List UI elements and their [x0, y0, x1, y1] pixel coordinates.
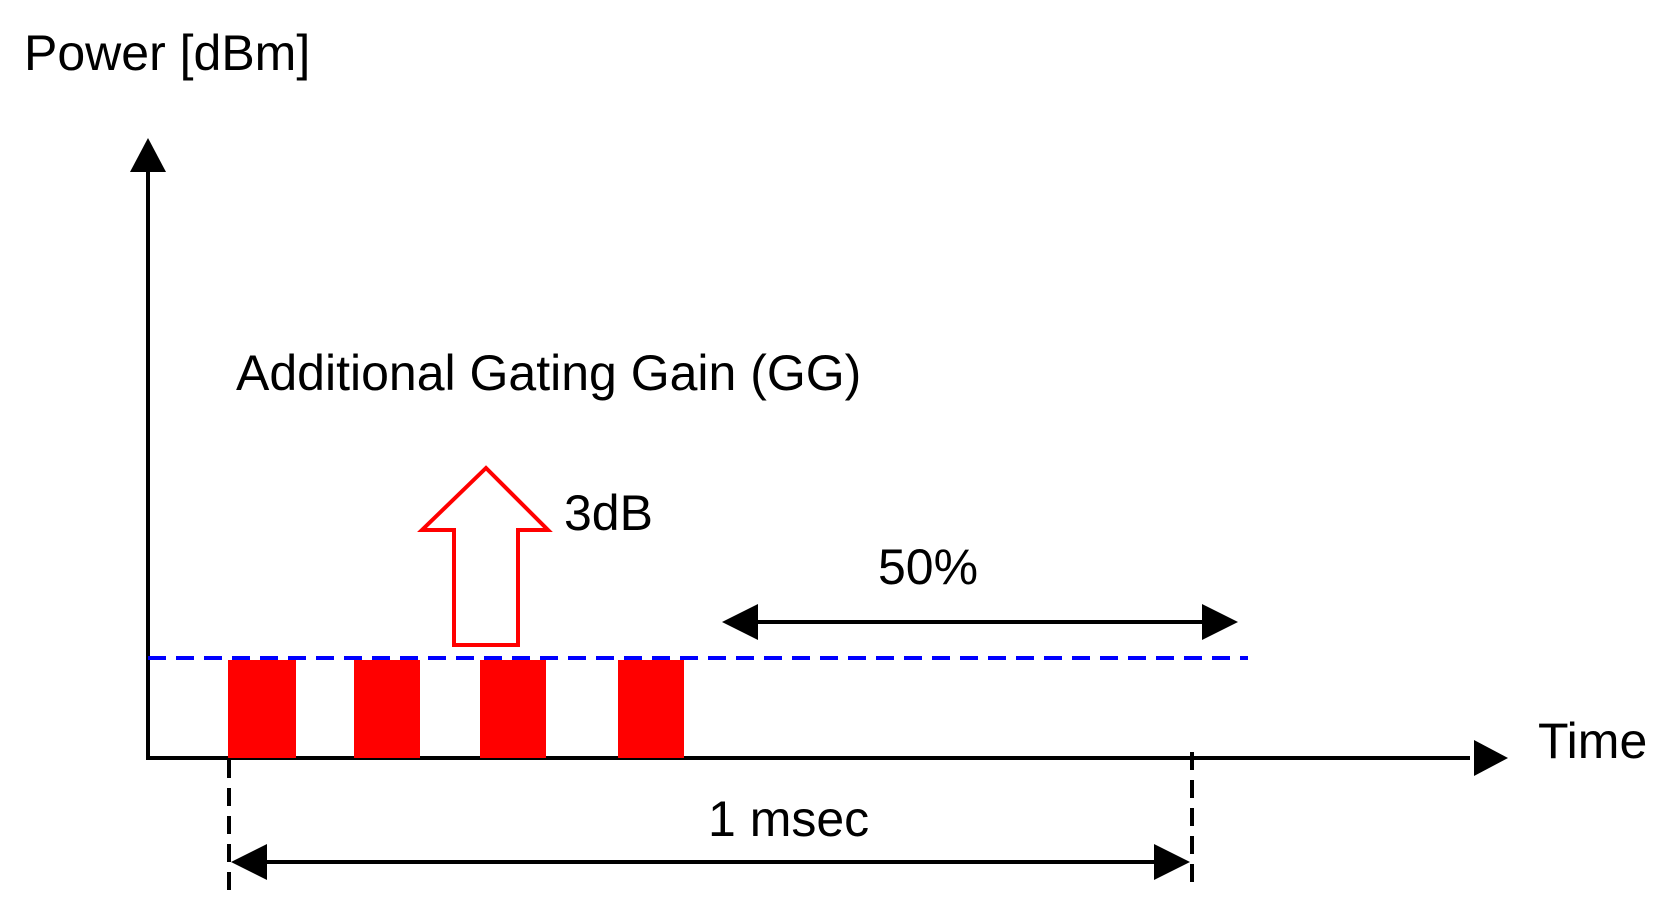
- period-arrowhead-left: [231, 844, 267, 880]
- y-axis-arrowhead: [130, 138, 166, 172]
- pulse-bar: [480, 660, 546, 758]
- duty-cycle-label: 50%: [878, 539, 978, 595]
- period-arrowhead-right: [1154, 844, 1190, 880]
- gain-up-arrow-icon: [417, 465, 553, 647]
- gain-value-label: 3dB: [564, 485, 653, 541]
- pulse-bar: [228, 660, 296, 758]
- duty-cycle-arrowhead-right: [1202, 604, 1238, 640]
- x-axis-arrowhead: [1474, 740, 1508, 776]
- pulse-train: [228, 660, 684, 758]
- period-label: 1 msec: [708, 791, 869, 847]
- duty-cycle-arrowhead-left: [722, 604, 758, 640]
- gain-title: Additional Gating Gain (GG): [236, 345, 861, 401]
- x-axis-label: Time: [1538, 713, 1647, 769]
- pulse-bar: [618, 660, 684, 758]
- y-axis-label: Power [dBm]: [24, 25, 310, 81]
- pulse-bar: [354, 660, 420, 758]
